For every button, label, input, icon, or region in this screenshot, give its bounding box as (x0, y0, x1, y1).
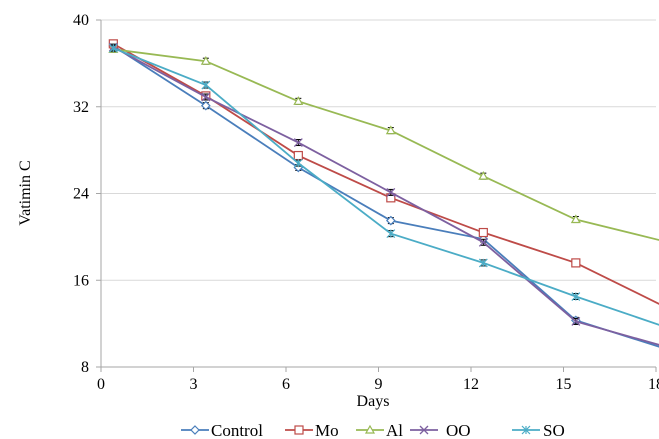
data-point-SO-4 (478, 258, 488, 268)
data-point-Al-2 (293, 96, 304, 105)
legend-item-Control: Control (181, 421, 263, 439)
axes (96, 19, 657, 372)
legend: Control Mo Al OO SO (181, 421, 565, 439)
legend-label-Al: Al (386, 421, 403, 439)
grid-lines (101, 19, 656, 281)
data-point-Mo-4 (478, 227, 488, 238)
legend-item-Al: Al (356, 421, 403, 439)
legend-label-Control: Control (211, 421, 263, 439)
legend-marker-Al (364, 424, 376, 434)
data-point-SO-2 (293, 158, 303, 168)
series-line-Mo (112, 43, 659, 305)
series-lines (108, 39, 659, 348)
x-tick-label-15: 15 (556, 376, 572, 393)
y-axis-title: Vatimin C (17, 160, 34, 225)
x-tick-label-18: 18 (648, 376, 659, 393)
data-point-OO-1 (201, 92, 211, 102)
legend-item-Mo: Mo (285, 421, 339, 439)
legend-label-OO: OO (446, 421, 471, 439)
series-line-OO (112, 46, 659, 346)
legend-item-SO: SO (512, 421, 565, 439)
data-point-SO-0 (108, 43, 118, 53)
data-point-Control-1 (200, 100, 211, 111)
legend-label-SO: SO (543, 421, 565, 439)
data-point-Al-1 (200, 55, 211, 65)
data-point-OO-5 (571, 316, 581, 326)
tick-labels: 8 16 24 32 40 0 3 6 9 12 15 18 (73, 12, 659, 393)
legend-marker-Control (190, 425, 200, 435)
x-tick-label-9: 9 (375, 376, 383, 393)
data-point-SO-5 (571, 292, 581, 301)
data-point-SO-1 (201, 80, 211, 90)
data-point-OO-2 (293, 138, 303, 147)
data-point-Mo-2 (293, 150, 303, 161)
x-tick-label-6: 6 (282, 376, 290, 393)
x-tick-label-12: 12 (463, 376, 479, 393)
data-point-OO-3 (386, 187, 396, 197)
data-point-Al-5 (570, 214, 581, 224)
data-point-Control-3 (385, 215, 396, 226)
y-tick-label-24: 24 (73, 186, 89, 203)
x-axis-title: Days (357, 393, 390, 410)
data-point-Mo-5 (571, 258, 581, 268)
legend-marker-OO (419, 425, 429, 435)
legend-marker-SO (521, 425, 531, 435)
y-tick-label-8: 8 (81, 359, 89, 376)
y-tick-label-32: 32 (73, 99, 89, 116)
data-point-OO-4 (478, 237, 488, 247)
data-point-Al-3 (385, 125, 396, 135)
legend-marker-Mo (294, 425, 304, 435)
x-tick-label-0: 0 (97, 376, 105, 393)
data-point-SO-3 (386, 229, 396, 239)
series-line-Al (113, 48, 659, 241)
legend-label-Mo: Mo (315, 421, 339, 439)
x-tick-label-3: 3 (190, 376, 198, 393)
y-tick-label-16: 16 (73, 272, 89, 289)
y-tick-label-40: 40 (73, 12, 89, 29)
data-point-Al-4 (478, 170, 489, 180)
legend-item-OO: OO (410, 421, 471, 439)
